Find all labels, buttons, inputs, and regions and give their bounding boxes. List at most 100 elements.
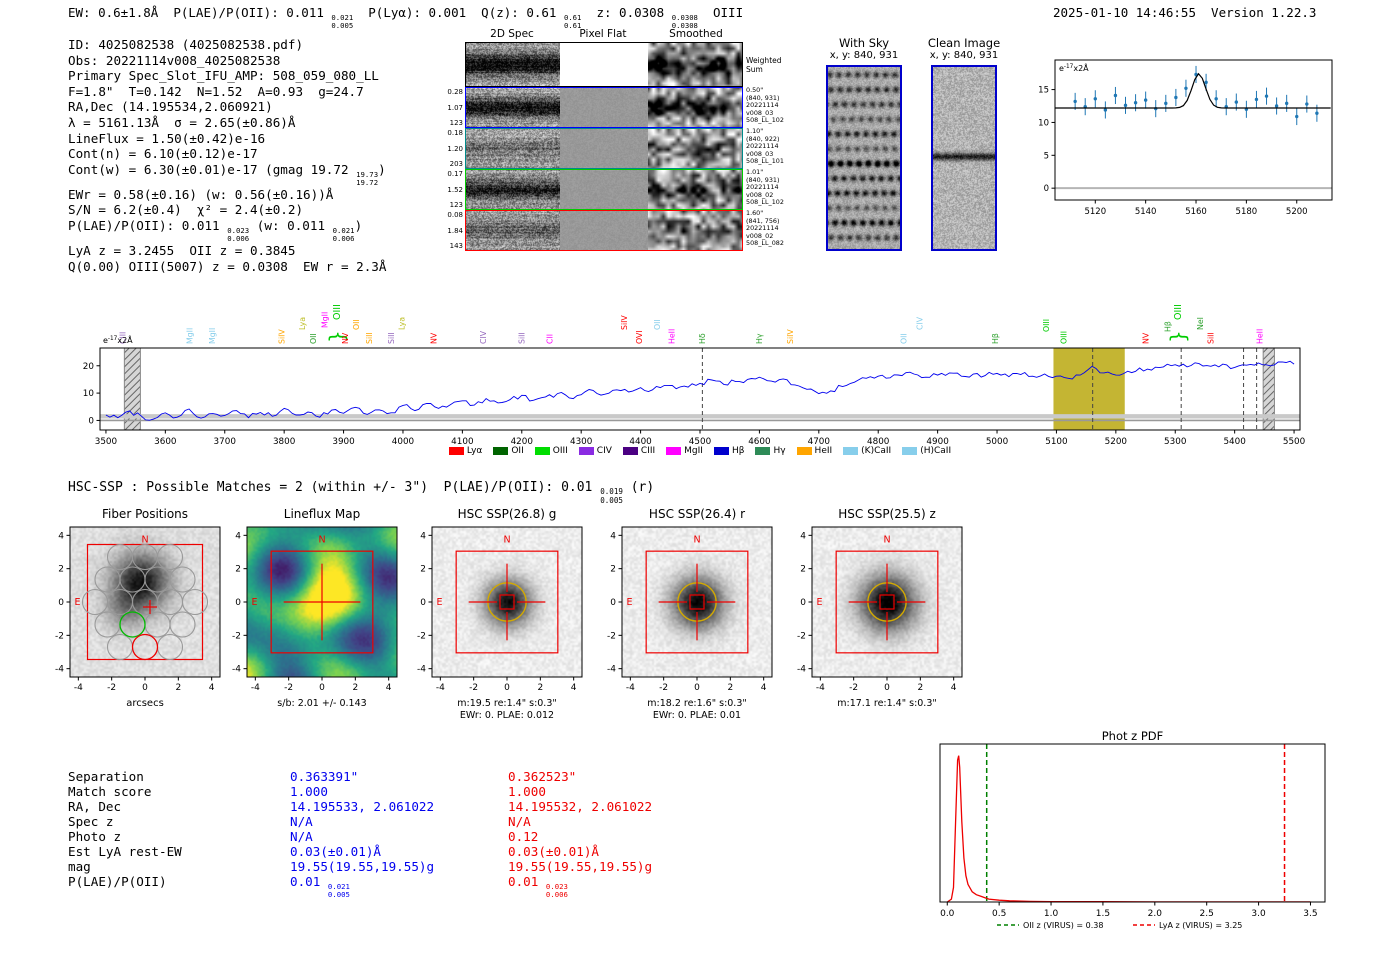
svg-text:HeII: HeII xyxy=(667,329,676,344)
legend-swatch xyxy=(493,447,509,455)
cutout-title: HSC SSP(25.5) z xyxy=(838,507,936,521)
match-value-blue: 14.195533, 2.061022 xyxy=(290,799,435,814)
legend-swatch xyxy=(534,447,550,455)
spectrum-line xyxy=(105,360,1295,421)
2d-spec-image xyxy=(466,129,560,168)
fiber-circle xyxy=(144,566,171,593)
svg-text:-4: -4 xyxy=(626,683,635,693)
svg-text:10: 10 xyxy=(1038,118,1049,128)
smoothed-image xyxy=(648,170,742,209)
svg-text:2: 2 xyxy=(235,565,241,575)
svg-text:1.5: 1.5 xyxy=(1096,909,1110,919)
svg-text:-4: -4 xyxy=(232,665,241,675)
svg-text:4: 4 xyxy=(420,531,426,541)
info-line: ID: 4025082538 (4025082538.pdf) xyxy=(68,37,304,52)
svg-text:MgII: MgII xyxy=(208,328,217,344)
full-spectrum-chart: 0 10 20 3500 3600 3700 3800 3900 4000 4100 4200 430… xyxy=(83,304,1306,447)
fiber-circle xyxy=(106,588,134,616)
photz-title: Phot z PDF xyxy=(1102,730,1164,743)
svg-text:4100: 4100 xyxy=(451,437,474,447)
with-sky-title: With Sky xyxy=(838,36,890,50)
svg-text:2: 2 xyxy=(917,683,923,693)
match-table-row: mag 19.55(19.55,19.55)g 19.55(19.55,19.55)… xyxy=(68,859,652,874)
svg-text:5000: 5000 xyxy=(986,437,1009,447)
2d-row-scale-values: 0.17 1.52 123 xyxy=(447,170,463,209)
svg-text:5200: 5200 xyxy=(1105,437,1128,447)
stacked-uncertainty: 0.023 0.006 xyxy=(545,882,568,900)
2d-spec-row: 0.17 1.52 123 1.01" (840, 931) 20221114 v00… xyxy=(443,168,833,210)
svg-text:3.5: 3.5 xyxy=(1303,909,1317,919)
gaussian-fit-line xyxy=(1055,72,1331,109)
pixel-flat-image xyxy=(560,211,648,250)
legend-swatch xyxy=(843,447,859,455)
2d-row-panels xyxy=(465,169,743,210)
2d-spec-row: 0.08 1.84 143 1.60" (841, 756) 20221114 v00… xyxy=(443,209,833,251)
cutout-caption: EWr: 0. PLAE: 0.01 xyxy=(653,710,741,721)
svg-text:-4: -4 xyxy=(797,665,806,675)
legend-label: HeII xyxy=(814,446,833,456)
match-value-red: 0.03(±0.01)Å xyxy=(508,844,599,859)
cutout-overlay: -4 -4 -2 -2 0 0 2 2 4 4 N Em:19.5 re:1.4" s:0.3"EWr… xyxy=(417,526,583,721)
photz-pdf-chart: Phot z PDF 0.0 0.5 1.0 1.5 2.0 2.5 3.0 3.5 OII z … xyxy=(939,730,1326,930)
compass-north: N xyxy=(883,535,890,546)
info-line: Cont(n) = 6.10(±0.12)e-17 xyxy=(68,146,258,162)
line-fit-chart: 0 5 10 15 5120 5140 5160 5180 5200 e-17x2Å xyxy=(1038,59,1333,217)
info-line: P(LAE)/P(OII): 0.011 0.023 0.006 (w: 0.01… xyxy=(68,218,363,244)
info-line: Cont(w) = 6.30(±0.01)e-17 (gmag 19.72 19… xyxy=(68,161,386,187)
clean-image-title: Clean Image xyxy=(927,36,1001,50)
svg-text:4200: 4200 xyxy=(511,437,534,447)
svg-text:4800: 4800 xyxy=(867,437,890,447)
legend-item: (H)CaII xyxy=(902,446,951,456)
fiber-circle xyxy=(144,611,171,638)
center-box xyxy=(689,594,705,610)
info-line: Primary Spec_Slot_IFU_AMP: 508_059_080_L… xyxy=(68,68,379,84)
info-line: LyA z = 3.2455 OII z = 0.3845 xyxy=(68,243,296,259)
match-value-red: 1.000 xyxy=(508,784,546,799)
svg-text:SiIV: SiIV xyxy=(278,329,287,344)
svg-text:0: 0 xyxy=(88,416,94,426)
svg-text:4: 4 xyxy=(800,531,806,541)
photz-curve xyxy=(946,755,1311,903)
svg-text:}: } xyxy=(1166,330,1190,343)
svg-text:0.0: 0.0 xyxy=(940,909,955,919)
2d-row-panels xyxy=(465,87,743,128)
svg-text:3800: 3800 xyxy=(273,437,296,447)
svg-text:CIII: CIII xyxy=(118,332,127,344)
2d-row-annotation: Weighted Sum xyxy=(746,55,782,74)
legend-swatch xyxy=(755,447,771,455)
svg-text:5300: 5300 xyxy=(1164,437,1187,447)
cutout-overlay: -4 -4 -2 -2 0 0 2 2 4 4 N Es/b: 2.01 +/- 0.143 xyxy=(232,526,398,709)
svg-text:-4: -4 xyxy=(74,683,83,693)
with-sky-panel: With Sky x, y: 840, 931 xyxy=(818,36,910,251)
match-value-blue: 19.55(19.55,19.55)g xyxy=(290,859,435,874)
legend-item: Hβ xyxy=(713,446,744,456)
match-table-row: Photo z N/A 0.12 xyxy=(68,829,652,844)
svg-text:HeII: HeII xyxy=(1255,329,1264,344)
compass-north: N xyxy=(141,535,148,546)
info-line: LineFlux = 1.50(±0.42)e-16 xyxy=(68,130,266,146)
svg-text:-4: -4 xyxy=(816,683,825,693)
hsc-ssp-25-5-z-image xyxy=(812,527,962,677)
catalog-extent-box xyxy=(270,550,374,654)
continuum-band xyxy=(100,414,1300,419)
photz-legend-label: LyA z (VIRUS) = 3.25 xyxy=(1159,921,1242,930)
svg-text:SiII: SiII xyxy=(1207,332,1216,344)
fiber-circle xyxy=(156,588,184,616)
fiber-circle xyxy=(81,588,109,616)
svg-text:0: 0 xyxy=(319,683,325,693)
compass-east: E xyxy=(816,597,822,608)
svg-text:4: 4 xyxy=(610,531,616,541)
svg-text:SiII: SiII xyxy=(387,332,396,344)
svg-text:5: 5 xyxy=(1044,151,1049,161)
svg-text:-2: -2 xyxy=(849,683,858,693)
cutout-caption: m:17.1 re:1.4" s:0.3" xyxy=(837,698,937,709)
svg-text:2.5: 2.5 xyxy=(1200,909,1214,919)
fiber-circle xyxy=(169,566,196,593)
2d-spec-image xyxy=(466,88,560,127)
svg-text:4: 4 xyxy=(951,683,957,693)
svg-text:4300: 4300 xyxy=(570,437,593,447)
